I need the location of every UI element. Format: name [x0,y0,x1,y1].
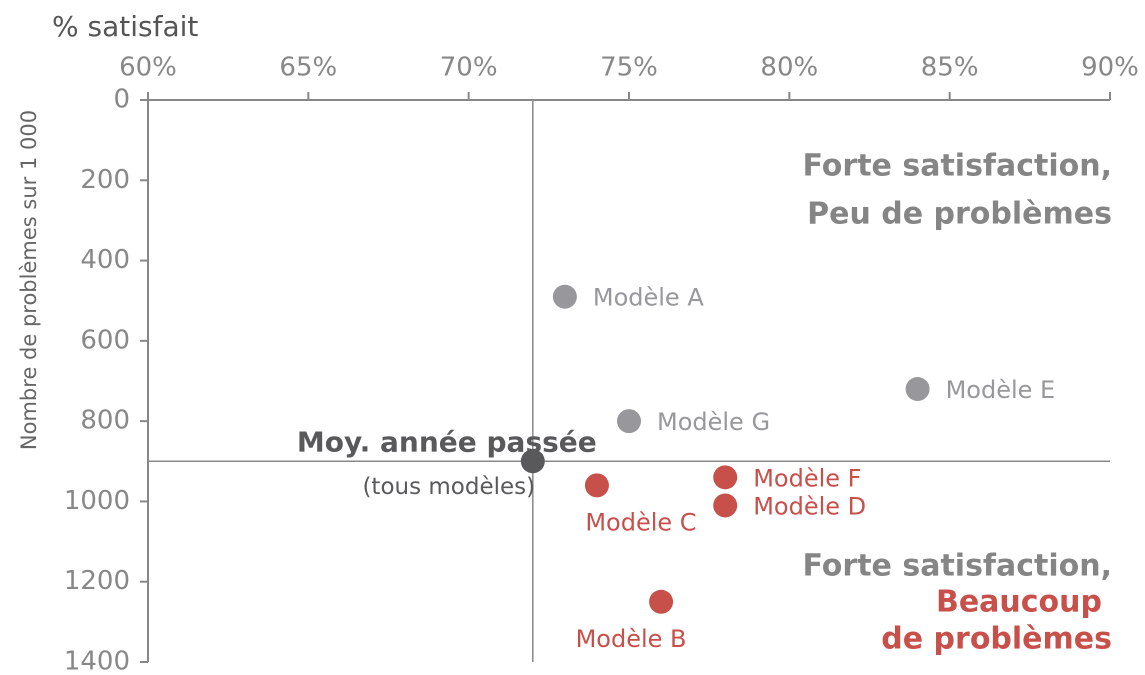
point-label: Modèle B [576,625,687,653]
point [520,449,545,474]
y-axis-label: Nombre de problèmes sur 1 000 [17,110,41,450]
y-tick-label: 1000 [64,486,130,516]
annotation: de problèmes [881,622,1112,657]
point [617,409,641,434]
x-tick-label: 80% [760,53,818,83]
point [905,377,930,402]
point [649,589,674,614]
point [584,473,609,498]
y-tick-label: 600 [80,325,130,355]
point-sublabel: (tous modèles) [362,474,535,500]
point-label: Modèle C [585,508,696,536]
y-tick-label: 1200 [64,566,130,596]
y-tick-label: 400 [80,245,130,275]
point-label: Modèle E [946,376,1056,404]
point-label: Modèle F [753,464,861,492]
point [713,493,738,518]
x-tick-label: 60% [119,53,177,83]
point [713,465,738,490]
point-label: Modèle G [657,408,770,436]
annotation: Beaucoup [936,585,1102,620]
x-tick-label: 75% [600,53,658,83]
annotation: Peu de problèmes [807,197,1112,232]
y-tick-label: 800 [80,406,130,436]
annotation: Forte satisfaction, [803,149,1112,184]
x-tick-label: 70% [440,53,498,83]
point [552,284,577,309]
x-tick-label: 90% [1081,53,1139,83]
point-label: Modèle A [593,284,704,312]
y-tick-label: 0 [113,85,130,115]
annotation: Forte satisfaction, [803,549,1112,584]
x-tick-label: 65% [279,53,337,83]
x-tick-label: 85% [921,53,979,83]
point-label: Moy. année passée [297,425,597,458]
point-label: Modèle D [753,492,866,520]
y-tick-label: 200 [80,165,130,195]
y-tick-label: 1400 [64,647,130,675]
x-axis-label: % satisfait [52,10,198,43]
